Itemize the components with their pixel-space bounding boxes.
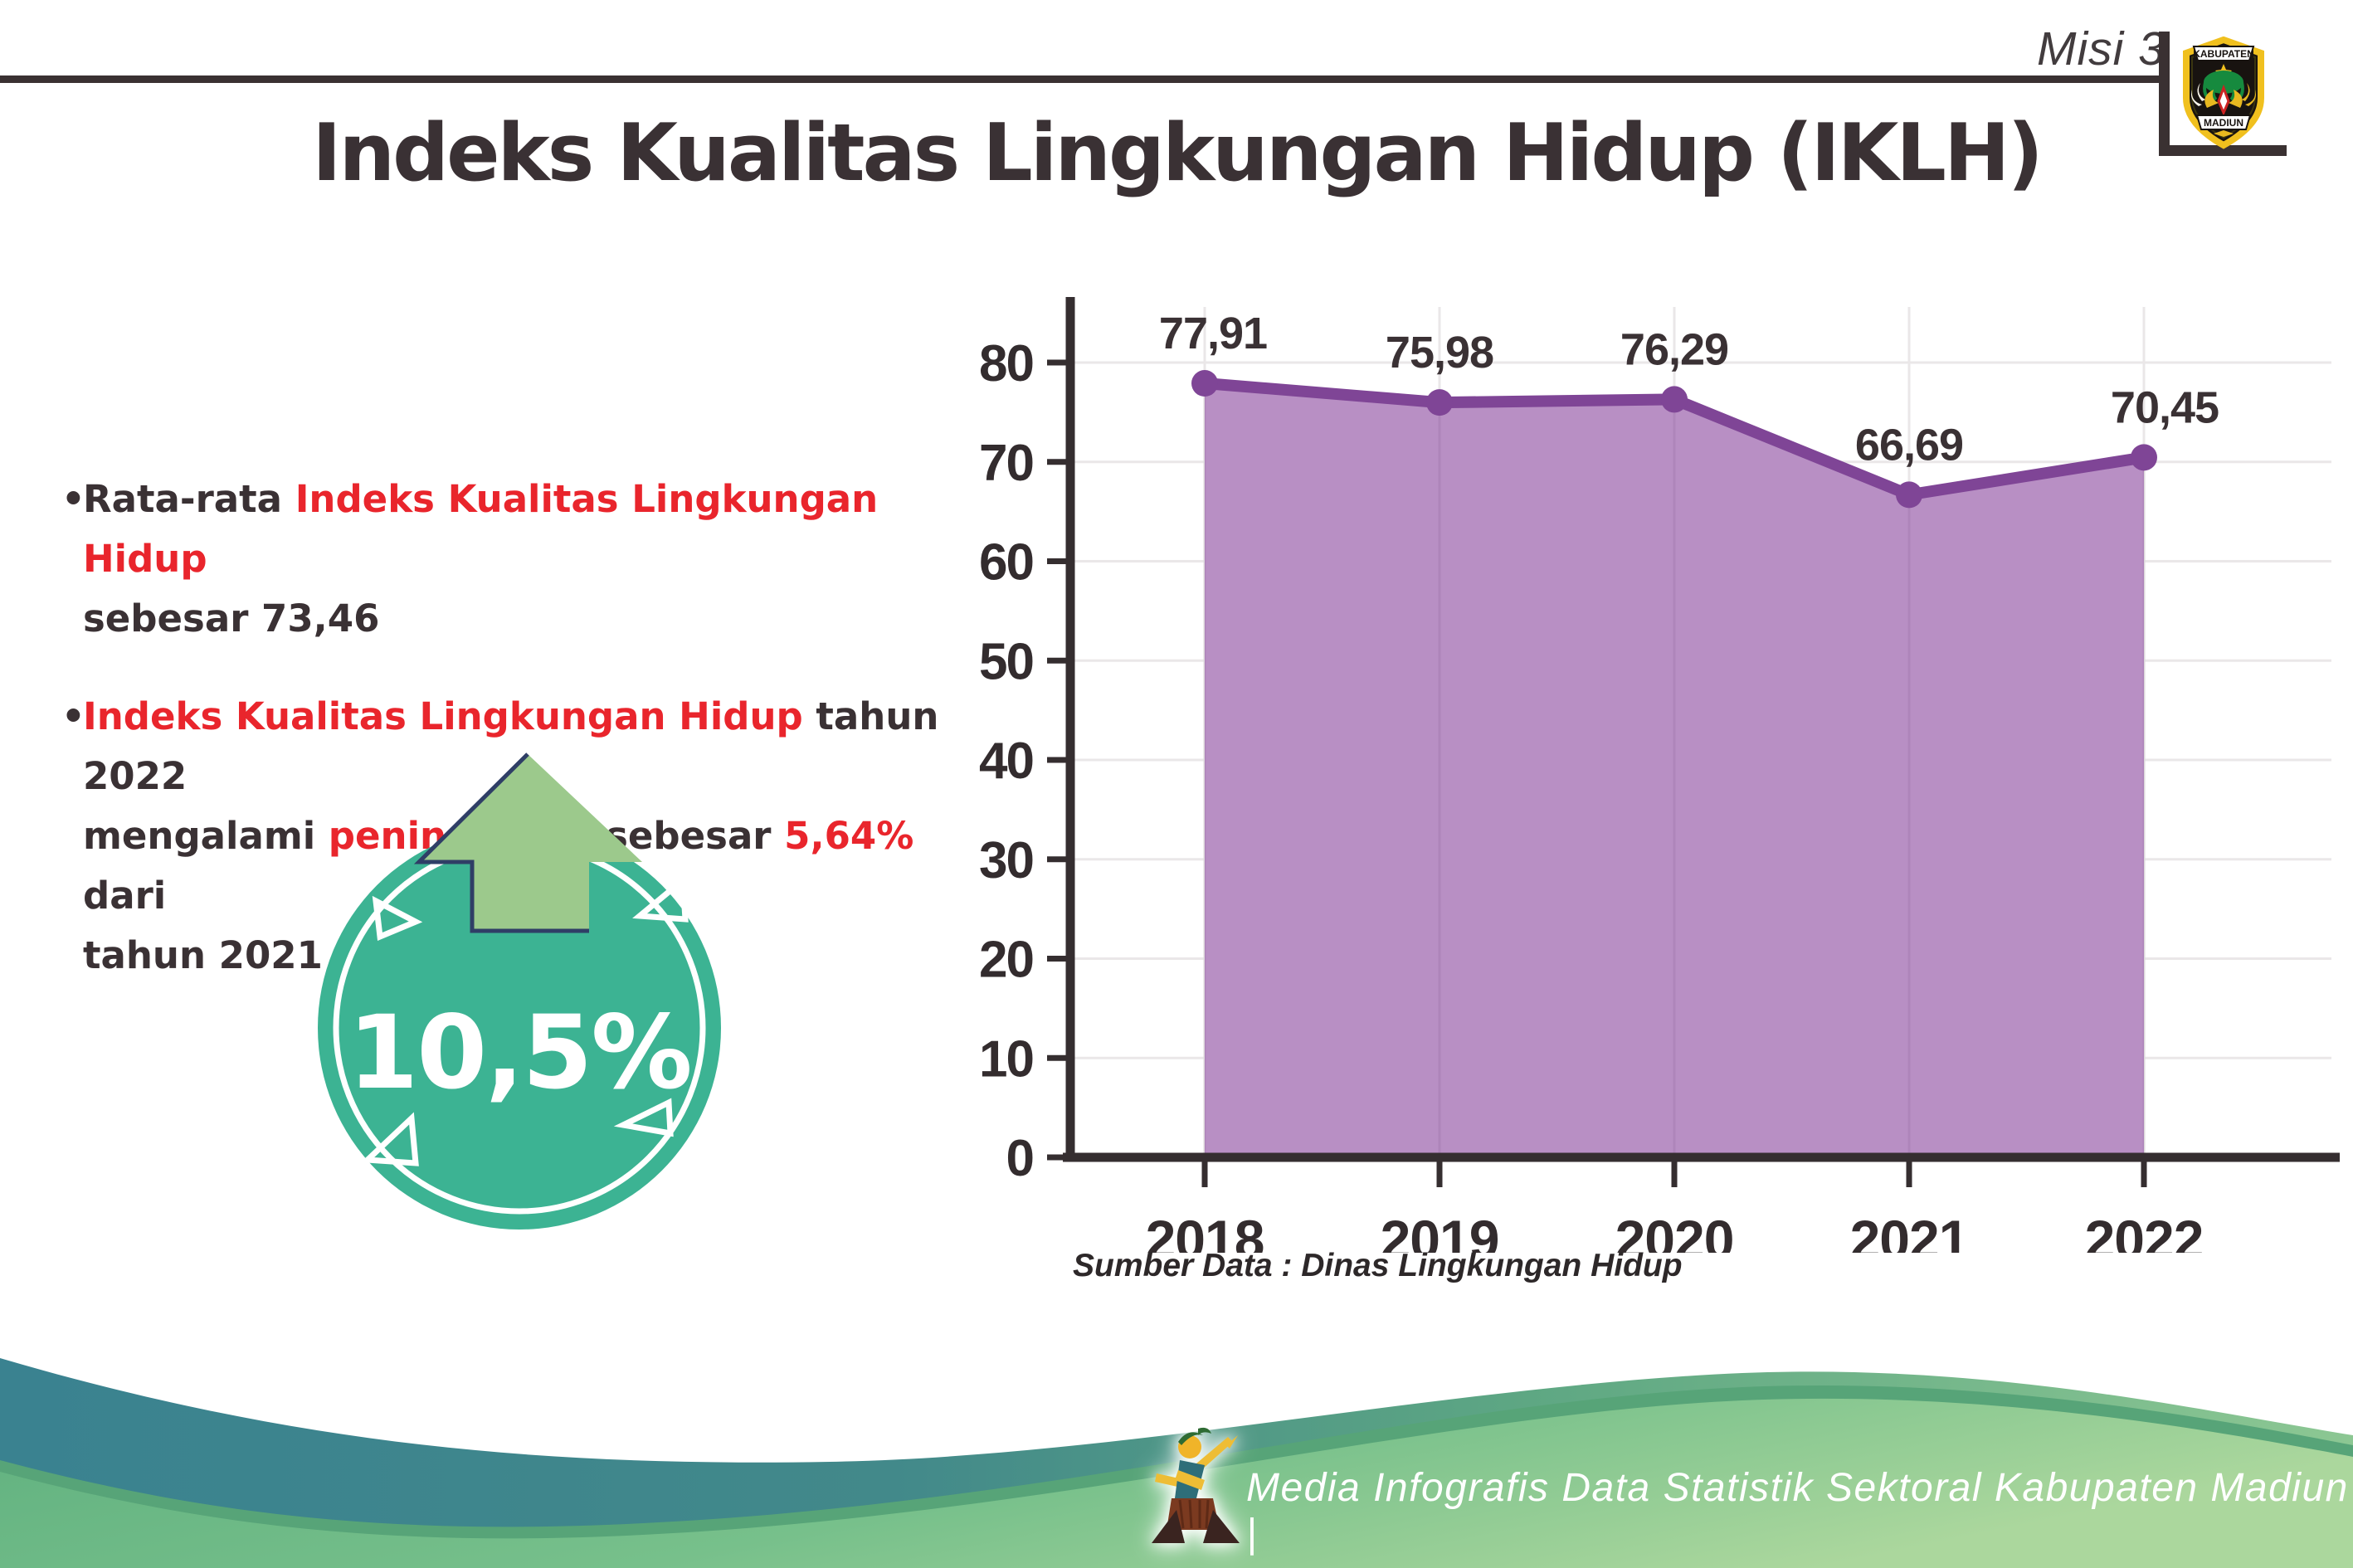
svg-text:50: 50 [979, 633, 1033, 690]
chart-axes [1047, 297, 2340, 1187]
svg-text:80: 80 [979, 335, 1033, 392]
badge-sparkle-triangle [372, 895, 423, 942]
bullet-text-segment: sebesar 73,46 [83, 597, 380, 640]
logo-wheat [2242, 83, 2256, 106]
bullet-text-segment: 5,64% [784, 814, 914, 858]
bullet-text-segment: Indeks Kualitas Lingkungan Hidup [83, 477, 879, 581]
bullet-text: Rata-rata Indeks Kualitas Lingkungan Hid… [83, 470, 982, 649]
iklh-area-chart: 0 10 20 30 40 50 60 70 80 2018 2019 2020 2021 2022 77,… [979, 297, 2340, 1253]
up-arrow-icon [419, 754, 642, 931]
footer-caption: Media Infografis Data Statistik Sektoral… [1246, 1466, 2349, 1556]
logo-keris [2217, 84, 2230, 116]
logo-kabupaten-text: KABUPATEN [2193, 48, 2254, 60]
badge-circle [318, 826, 721, 1230]
logo-bracket-horizontal [2159, 145, 2287, 156]
bullet-text-segment: tahun 2021 [83, 933, 323, 977]
chart-grid-overlay [1203, 383, 2146, 1157]
bullet-marker: • [61, 694, 85, 738]
kabupaten-madiun-logo-icon: KABUPATEN MADIUN [2183, 37, 2264, 149]
svg-text:70: 70 [979, 435, 1033, 492]
svg-text:75,98: 75,98 [1386, 328, 1493, 377]
svg-text:2019: 2019 [1381, 1209, 1499, 1253]
logo-bracket-vertical [2159, 32, 2170, 156]
svg-text:2022: 2022 [2085, 1209, 2204, 1253]
svg-text:20: 20 [979, 932, 1033, 989]
logo-bottom-emblem [2214, 130, 2234, 137]
badge-sparkle-triangle [613, 1098, 674, 1137]
bullet-text-segment: mengalami [83, 814, 329, 858]
chart-value-labels: 77,91 75,98 76,29 66,69 70,45 [1159, 309, 2219, 470]
mascot-dancer-icon [1152, 1427, 1240, 1543]
badge-percentage-value: 10,5% [348, 994, 690, 1112]
header-rule [0, 75, 2159, 83]
mission-label: Misi 3 [2037, 22, 2165, 75]
svg-text:70,45: 70,45 [2111, 382, 2219, 432]
page-title: Indeks Kualitas Lingkungan Hidup (IKLH) [312, 108, 2044, 199]
bullet-text-segment: Indeks Kualitas Lingkungan Hidup [83, 694, 803, 738]
bullet-text-segment: dari [83, 874, 167, 918]
svg-text:2018: 2018 [1146, 1209, 1264, 1253]
chart-x-tick-labels: 2018 2019 2020 2021 2022 [1146, 1209, 2204, 1253]
bullet-text-segment: sebesar [592, 814, 785, 858]
svg-text:76,29: 76,29 [1620, 324, 1728, 374]
logo-bottom-banner [2195, 114, 2252, 130]
bullet-item-average: • Rata-rata Indeks Kualitas Lingkungan H… [61, 470, 982, 649]
bullet-list: • Rata-rata Indeks Kualitas Lingkungan H… [61, 470, 982, 1024]
chart-markers [1191, 370, 2157, 509]
bullet-text-segment: tahun 2022 [83, 694, 939, 798]
svg-text:10: 10 [979, 1030, 1033, 1088]
svg-text:0: 0 [1006, 1130, 1033, 1187]
chart-y-tick-labels: 0 10 20 30 40 50 60 70 80 [979, 335, 1035, 1187]
increase-badge: 10,5% [318, 752, 721, 1230]
up-arrow-outline [413, 752, 589, 933]
svg-text:77,91: 77,91 [1159, 309, 1267, 358]
svg-text:66,69: 66,69 [1855, 420, 1963, 470]
svg-text:60: 60 [979, 534, 1033, 592]
bullet-text-segment: Rata-rata [83, 477, 295, 521]
logo-top-banner [2192, 46, 2255, 61]
bullet-marker: • [61, 477, 85, 521]
svg-text:40: 40 [979, 733, 1033, 790]
svg-text:2020: 2020 [1615, 1209, 1734, 1253]
source-note: Sumber Data : Dinas Lingkungan Hidup [1073, 1248, 1683, 1283]
badge-sparkle-triangle [360, 1112, 419, 1166]
chart-area-fill [1205, 383, 2144, 1157]
logo-cotton [2191, 83, 2205, 106]
badge-sparkle-triangle [632, 874, 689, 923]
logo-madiun-text: MADIUN [2204, 117, 2243, 129]
svg-text:2021: 2021 [1850, 1209, 1969, 1253]
svg-text:30: 30 [979, 832, 1033, 889]
